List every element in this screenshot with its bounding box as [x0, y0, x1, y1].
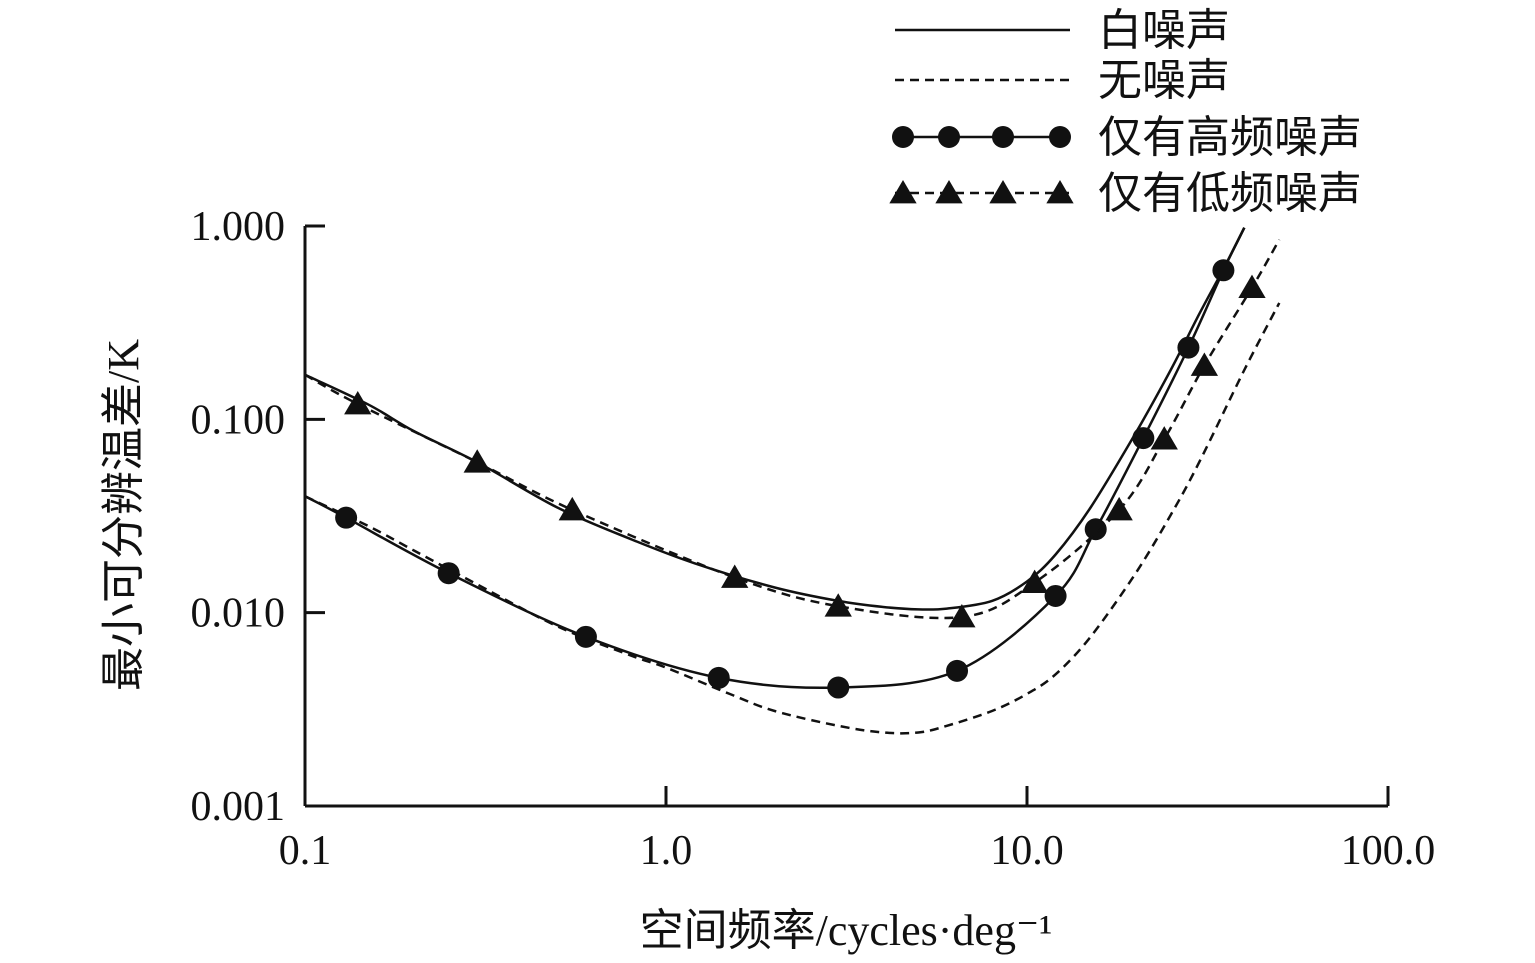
x-tick-label: 1.0: [640, 828, 693, 874]
series-line: [304, 227, 1246, 690]
x-tick-label: 0.1: [279, 828, 332, 874]
data-point: [1150, 426, 1178, 450]
y-tick-label: 0.100: [191, 397, 286, 443]
data-point: [1020, 569, 1049, 594]
legend-label: 白噪声: [1098, 6, 1230, 55]
data-point: [574, 625, 597, 648]
legend-entry: 无噪声: [895, 56, 1230, 105]
plot-area: [304, 227, 1281, 735]
legend-marker: [935, 180, 963, 204]
data-point: [558, 496, 586, 521]
legend-marker: [892, 126, 914, 148]
series-2: [304, 302, 1281, 735]
data-point: [1238, 274, 1266, 299]
legend-marker: [1049, 126, 1071, 148]
y-tick-label: 0.001: [191, 784, 286, 830]
x-axis-title: 空间频率/cycles·deg⁻¹: [640, 906, 1053, 955]
legend-label: 仅有低频噪声: [1098, 169, 1362, 218]
data-point: [827, 676, 850, 699]
legend-entry: 仅有高频噪声: [892, 113, 1362, 162]
legend-marker: [889, 180, 917, 204]
data-point: [1044, 584, 1067, 607]
series-3: [304, 227, 1246, 699]
y-tick-label: 0.010: [191, 591, 286, 637]
data-point: [1212, 259, 1235, 282]
legend-marker: [1046, 180, 1074, 204]
series-line: [304, 302, 1281, 735]
axes: 0.001 0.010 0.100 1.000 0.1 1.0 10.0 100.0: [191, 204, 1436, 874]
data-point: [463, 449, 491, 473]
y-tick-label: 1.000: [191, 204, 286, 250]
legend-marker: [938, 126, 960, 148]
data-point: [707, 666, 730, 689]
series-4: [304, 238, 1281, 628]
data-point: [1084, 518, 1107, 541]
legend-entry: 仅有低频噪声: [889, 169, 1362, 218]
data-point: [946, 659, 969, 682]
legend-label: 无噪声: [1098, 56, 1230, 105]
data-point: [335, 506, 358, 529]
data-point: [1177, 336, 1200, 359]
data-point: [1132, 427, 1155, 450]
data-point: [344, 391, 372, 415]
y-axis-title: 最小可分辨温差/K: [99, 339, 148, 691]
data-point: [1190, 352, 1219, 376]
legend-marker: [989, 180, 1017, 204]
series-1: [304, 227, 1246, 611]
legend-entry: 白噪声: [895, 6, 1230, 55]
series-line: [304, 227, 1246, 611]
series-line: [304, 238, 1281, 620]
data-point: [1105, 496, 1133, 521]
data-point: [948, 603, 976, 628]
legend-marker: [992, 126, 1014, 148]
x-tick-label: 100.0: [1341, 828, 1436, 874]
data-point: [721, 564, 749, 588]
legend-label: 仅有高频噪声: [1098, 113, 1362, 162]
data-point: [437, 562, 460, 585]
data-point: [824, 593, 852, 617]
x-tick-label: 10.0: [990, 828, 1064, 874]
